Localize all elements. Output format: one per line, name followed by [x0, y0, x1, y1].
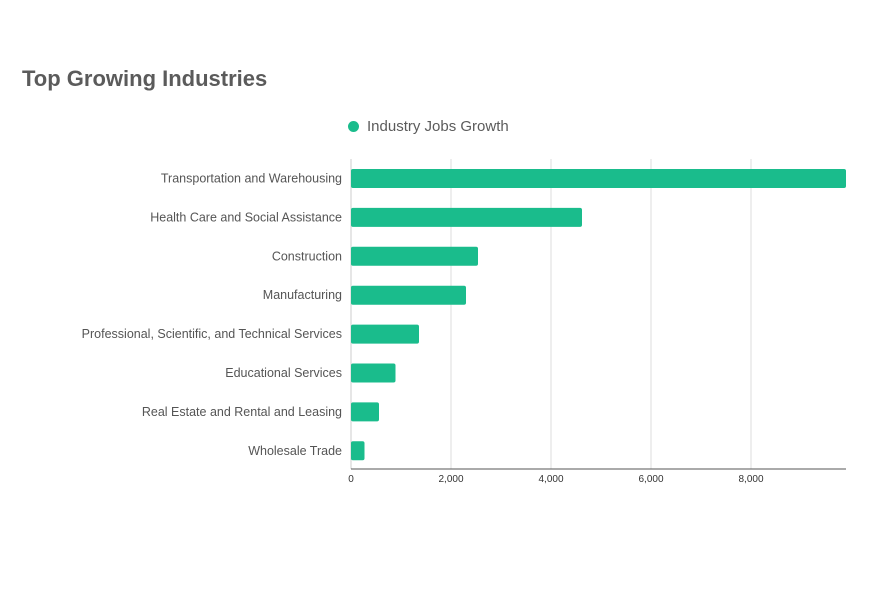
bar[interactable]: [351, 363, 396, 383]
x-tick-label: 0: [348, 474, 354, 485]
legend-label: Industry Jobs Growth: [367, 118, 509, 135]
category-label: Real Estate and Rental and Leasing: [142, 405, 342, 419]
grid-layer: [350, 159, 846, 470]
category-label: Manufacturing: [263, 288, 342, 302]
x-tick-label: 2,000: [438, 474, 463, 485]
legend[interactable]: Industry Jobs Growth: [348, 118, 509, 135]
legend-swatch-icon: [348, 121, 359, 132]
chart-title: Top Growing Industries: [22, 66, 268, 91]
tick-label-layer: 0 2,000 4,000 6,000 8,000: [348, 474, 764, 485]
bar-layer: [351, 169, 846, 461]
category-label: Health Care and Social Assistance: [150, 210, 342, 224]
x-tick-label: 4,000: [538, 474, 563, 485]
bar[interactable]: [351, 441, 365, 461]
bar[interactable]: [351, 402, 379, 422]
bar[interactable]: [351, 207, 582, 227]
bar[interactable]: [351, 285, 466, 305]
bar[interactable]: [351, 324, 419, 344]
bar[interactable]: [351, 169, 846, 188]
category-label: Educational Services: [225, 366, 342, 380]
bar[interactable]: [351, 246, 478, 266]
x-tick-label: 6,000: [638, 474, 663, 485]
category-label: Professional, Scientific, and Technical …: [82, 327, 342, 341]
category-label-layer: Transportation and Warehousing Health Car…: [82, 172, 342, 458]
category-label: Construction: [272, 249, 342, 263]
x-tick-label: 8,000: [738, 474, 763, 485]
category-label: Transportation and Warehousing: [161, 172, 342, 186]
category-label: Wholesale Trade: [248, 444, 342, 458]
